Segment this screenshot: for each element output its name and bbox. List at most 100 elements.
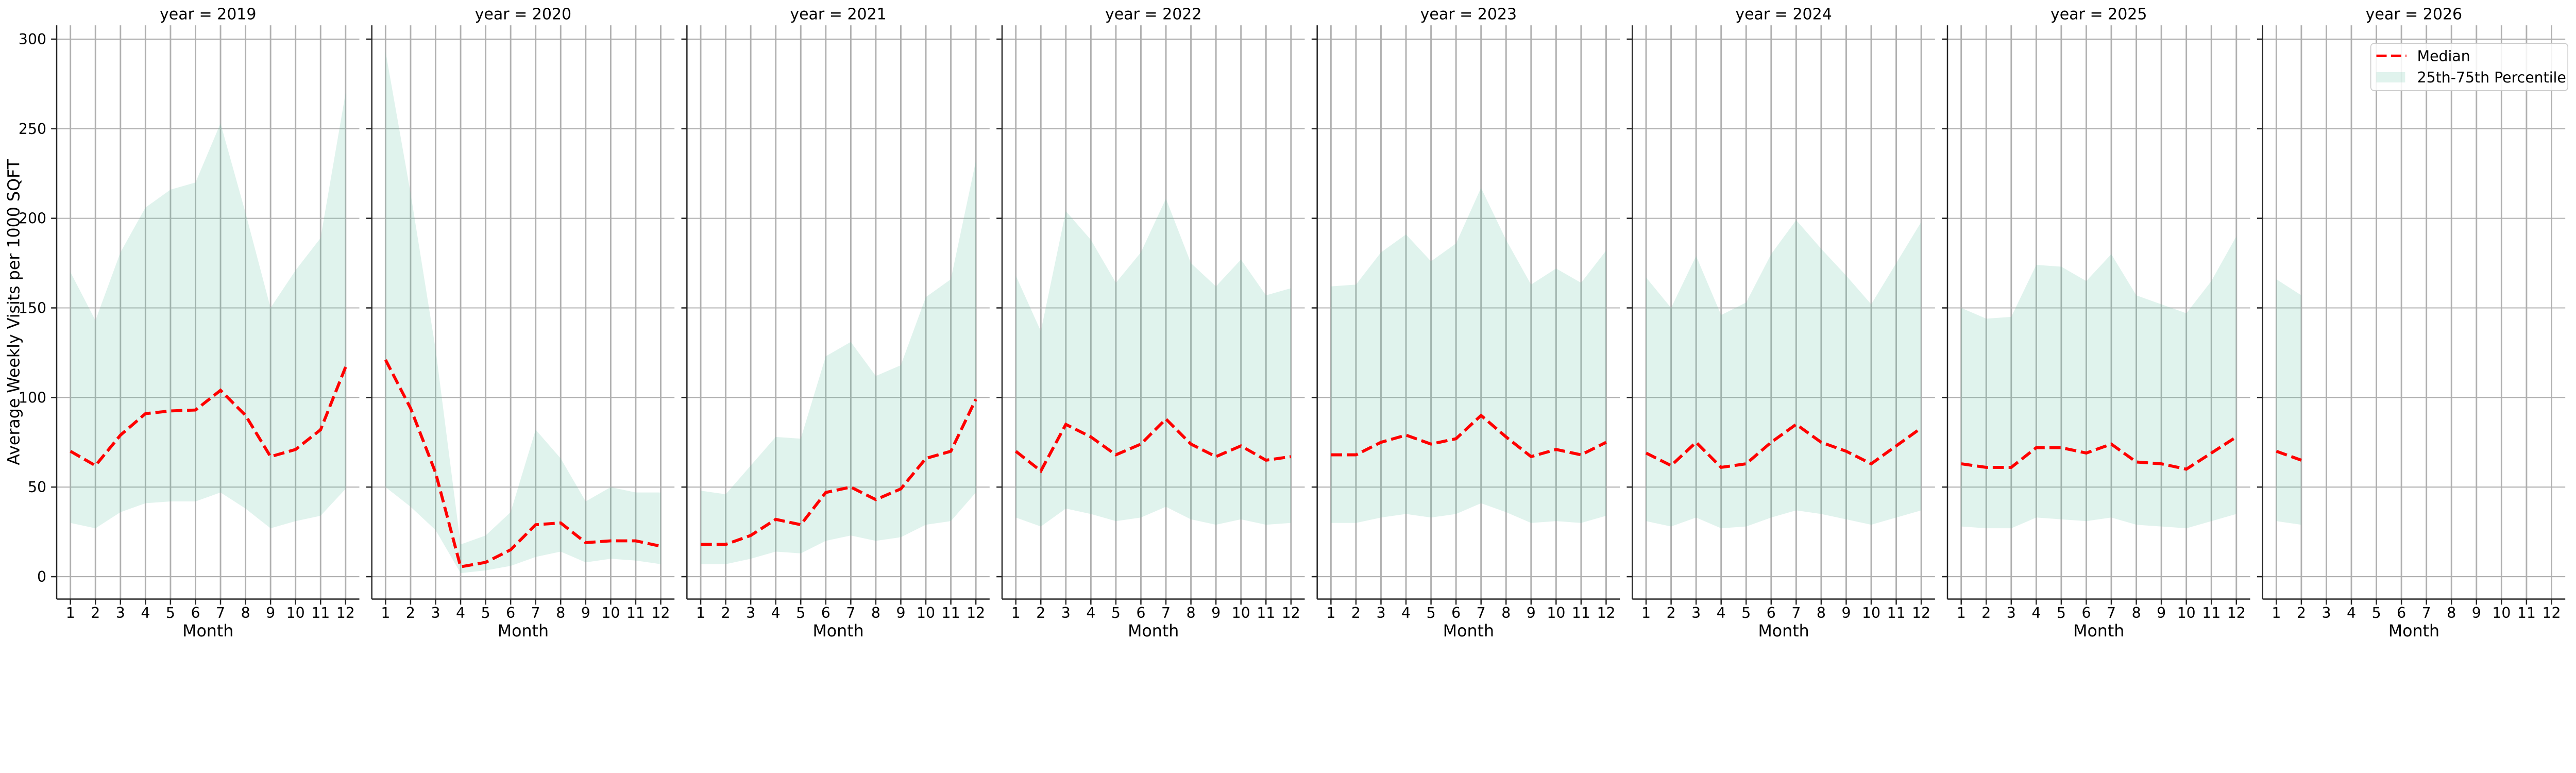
x-tick-label: 11 xyxy=(1887,604,1906,621)
median-line xyxy=(1331,413,1607,459)
x-tick-label: 6 xyxy=(506,604,515,621)
x-tick-label: 9 xyxy=(581,604,590,621)
x-tick-label: 12 xyxy=(1912,604,1930,621)
panel-title: year = 2019 xyxy=(160,6,257,24)
percentile-band xyxy=(1646,220,1922,529)
x-tick-label: 7 xyxy=(531,604,540,621)
x-tick-label: 12 xyxy=(651,604,670,621)
x-tick-label: 6 xyxy=(1451,604,1461,621)
percentile-band xyxy=(2276,279,2301,525)
x-tick-label: 1 xyxy=(1011,604,1021,621)
x-tick-label: 10 xyxy=(2177,604,2196,621)
x-tick-label: 1 xyxy=(2272,604,2281,621)
x-tick-label: 11 xyxy=(1257,604,1275,621)
x-tick-label: 3 xyxy=(116,604,125,621)
x-tick-label: 4 xyxy=(141,604,150,621)
x-tick-label: 2 xyxy=(2297,604,2306,621)
x-tick-label: 10 xyxy=(1862,604,1880,621)
x-tick-label: 8 xyxy=(241,604,250,621)
y-tick-label: 150 xyxy=(19,299,46,316)
x-tick-label: 4 xyxy=(2347,604,2356,621)
x-tick-label: 10 xyxy=(917,604,935,621)
x-tick-label: 6 xyxy=(1136,604,1145,621)
y-tick-label: 50 xyxy=(28,479,46,496)
x-axis-label: Month xyxy=(2388,622,2439,641)
legend: Median 25th-75th Percentile xyxy=(2370,43,2568,91)
x-tick-label: 7 xyxy=(846,604,855,621)
x-tick-label: 8 xyxy=(1187,604,1196,621)
x-tick-label: 10 xyxy=(1547,604,1565,621)
x-tick-label: 11 xyxy=(2202,604,2221,621)
x-tick-label: 9 xyxy=(266,604,275,621)
percentile-band xyxy=(701,161,976,564)
x-tick-label: 2 xyxy=(406,604,415,621)
x-tick-label: 2 xyxy=(721,604,731,621)
x-tick-label: 8 xyxy=(871,604,880,621)
x-axis-label: Month xyxy=(498,622,549,641)
x-axis-label: Month xyxy=(1443,622,1494,641)
panel-title: year = 2025 xyxy=(2050,6,2147,24)
y-tick-label: 200 xyxy=(19,210,46,227)
x-tick-label: 7 xyxy=(2107,604,2116,621)
x-tick-label: 9 xyxy=(2472,604,2481,621)
median-line xyxy=(384,359,662,569)
x-tick-label: 6 xyxy=(821,604,831,621)
x-tick-label: 9 xyxy=(1211,604,1221,621)
median-line xyxy=(1645,422,1922,469)
x-tick-label: 10 xyxy=(2492,604,2511,621)
x-tick-label: 4 xyxy=(1717,604,1726,621)
x-tick-label: 5 xyxy=(2057,604,2066,621)
y-tick-label: 0 xyxy=(37,568,46,585)
x-tick-label: 7 xyxy=(2422,604,2431,621)
legend-band-swatch xyxy=(2376,72,2405,82)
x-tick-label: 11 xyxy=(626,604,645,621)
median-line xyxy=(2276,449,2302,462)
x-tick-label: 4 xyxy=(1086,604,1095,621)
x-tick-label: 12 xyxy=(1282,604,1300,621)
x-tick-label: 6 xyxy=(1767,604,1776,621)
x-tick-label: 9 xyxy=(896,604,905,621)
x-tick-label: 6 xyxy=(2397,604,2406,621)
x-axis-label: Month xyxy=(1758,622,1809,641)
x-tick-label: 8 xyxy=(2447,604,2456,621)
percentile-band xyxy=(1961,236,2236,529)
x-axis-label: Month xyxy=(1128,622,1179,641)
median-line xyxy=(70,366,347,468)
x-tick-label: 7 xyxy=(1477,604,1486,621)
x-tick-label: 9 xyxy=(1841,604,1851,621)
x-tick-label: 2 xyxy=(1981,604,1991,621)
x-tick-label: 2 xyxy=(1036,604,1045,621)
panel-title: year = 2023 xyxy=(1420,6,1517,24)
legend-box xyxy=(2370,43,2568,91)
x-tick-label: 5 xyxy=(166,604,175,621)
panel-title: year = 2022 xyxy=(1105,6,1202,24)
x-tick-label: 4 xyxy=(2031,604,2041,621)
x-tick-label: 9 xyxy=(1527,604,1536,621)
x-tick-label: 12 xyxy=(1597,604,1615,621)
x-tick-label: 8 xyxy=(1817,604,1826,621)
x-tick-label: 2 xyxy=(1667,604,1676,621)
x-tick-label: 7 xyxy=(1791,604,1801,621)
x-tick-label: 3 xyxy=(1061,604,1071,621)
x-tick-label: 7 xyxy=(1161,604,1171,621)
percentile-band xyxy=(70,93,346,529)
x-tick-label: 1 xyxy=(1326,604,1335,621)
x-tick-label: 5 xyxy=(481,604,490,621)
x-tick-label: 3 xyxy=(1691,604,1701,621)
x-tick-label: 3 xyxy=(2007,604,2016,621)
panel-title: year = 2024 xyxy=(1735,6,1832,24)
x-tick-label: 2 xyxy=(91,604,100,621)
x-tick-label: 11 xyxy=(1572,604,1590,621)
x-tick-label: 4 xyxy=(771,604,781,621)
x-tick-label: 3 xyxy=(1376,604,1385,621)
x-tick-label: 11 xyxy=(942,604,960,621)
x-axis-label: Month xyxy=(2073,622,2124,641)
y-axis-label: Average Weekly Visits per 1000 SQFT xyxy=(5,159,23,465)
x-tick-label: 5 xyxy=(1427,604,1436,621)
legend-label-median: Median xyxy=(2417,47,2470,64)
